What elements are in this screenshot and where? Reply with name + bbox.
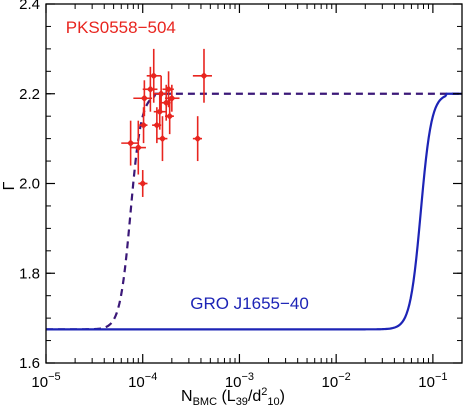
data-point <box>133 80 153 117</box>
data-point <box>192 116 202 162</box>
point-marker <box>140 94 148 102</box>
model-curves <box>46 92 462 331</box>
point-marker <box>153 121 161 129</box>
point-marker <box>158 135 167 143</box>
point-marker <box>166 112 174 120</box>
point-marker <box>139 121 148 129</box>
x-tick-label: 10−2 <box>322 371 351 391</box>
point-marker <box>164 85 173 93</box>
data-point <box>165 98 174 135</box>
point-marker <box>156 108 164 116</box>
data-point <box>156 116 168 162</box>
point-marker <box>200 72 208 80</box>
annotation-gro-j1655: GRO J1655−40 <box>190 294 309 313</box>
data-points <box>121 48 212 197</box>
point-marker <box>134 144 142 152</box>
data-point <box>138 170 148 197</box>
y-axis-title: Γ <box>1 181 18 190</box>
solid-model-curve-gro-j1655 <box>46 92 462 331</box>
x-tick-label: 10−4 <box>128 371 157 391</box>
data-point <box>139 107 148 144</box>
point-marker <box>146 85 154 93</box>
tick-labels: 10−5 10−4 10−3 10−2 10−1 1.6 1.8 2.0 2.2 2.4 <box>19 0 447 391</box>
data-point <box>153 93 167 130</box>
x-axis-title: NBMC (L39/d210) <box>181 386 285 408</box>
point-marker <box>139 179 147 188</box>
data-point <box>165 84 180 112</box>
x-tick-label: 10−3 <box>225 371 254 391</box>
dashed-model-curve <box>46 92 462 331</box>
point-marker <box>127 139 135 147</box>
annotation-pks0558: PKS0558−504 <box>66 18 176 37</box>
point-marker <box>157 90 165 98</box>
data-point <box>130 120 146 175</box>
y-tick-label: 2.2 <box>19 86 40 103</box>
y-tick-label: 2.0 <box>19 176 40 193</box>
x-tick-label: 10−1 <box>418 371 447 391</box>
data-point <box>192 48 212 103</box>
data-point <box>142 66 158 112</box>
axis-ticks <box>45 3 463 364</box>
point-marker <box>168 94 176 102</box>
y-tick-label: 1.8 <box>19 265 40 282</box>
point-marker <box>150 72 158 80</box>
x-tick-label: 10−5 <box>31 371 60 391</box>
y-tick-label: 1.6 <box>19 355 40 372</box>
data-point <box>121 120 139 166</box>
point-marker <box>194 135 202 143</box>
y-tick-label: 2.4 <box>19 0 40 13</box>
